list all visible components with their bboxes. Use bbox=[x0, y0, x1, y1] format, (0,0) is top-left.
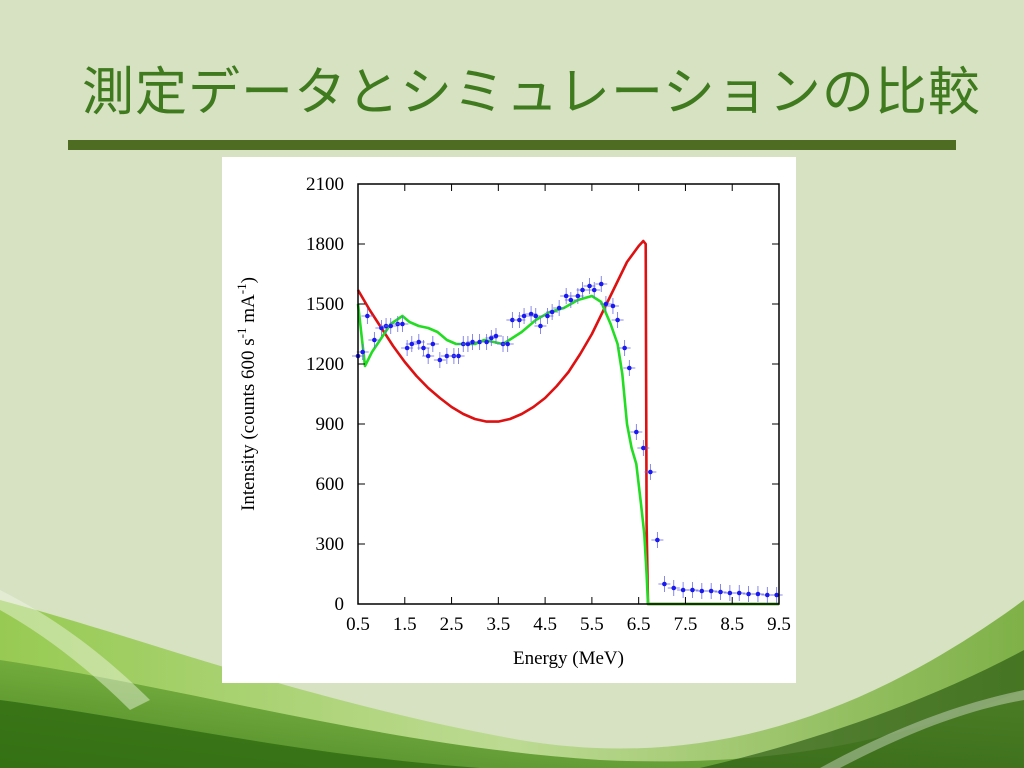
data-point bbox=[680, 587, 686, 593]
data-point bbox=[690, 587, 695, 593]
data-point bbox=[580, 287, 585, 293]
data-point bbox=[736, 590, 742, 596]
x-tick-labels: 0.5 1.5 2.5 3.5 4.5 5.5 6.5 7.5 8.5 9.5 bbox=[346, 614, 791, 635]
x-tick-label: 5.5 bbox=[580, 614, 604, 635]
data-point bbox=[421, 345, 426, 351]
data-point bbox=[528, 311, 534, 317]
data-point bbox=[425, 353, 431, 359]
data-point bbox=[493, 333, 499, 339]
data-point bbox=[404, 345, 410, 351]
y-tick-label: 300 bbox=[316, 534, 345, 555]
data-point bbox=[470, 339, 475, 345]
data-point bbox=[484, 339, 489, 345]
y-axis-title-sup: -1 bbox=[234, 328, 249, 339]
title-underline bbox=[68, 140, 956, 150]
x-tick-label: 1.5 bbox=[393, 614, 417, 635]
data-point bbox=[662, 581, 667, 587]
x-tick-label: 2.5 bbox=[440, 614, 464, 635]
data-point bbox=[755, 591, 761, 597]
data-point bbox=[610, 303, 616, 309]
chart: 0.5 1.5 2.5 3.5 4.5 5.5 6.5 7.5 8.5 9.5 0 300 600 90… bbox=[234, 174, 791, 669]
x-tick-label: 9.5 bbox=[767, 614, 791, 635]
data-point bbox=[538, 323, 543, 329]
y-tick-label: 600 bbox=[316, 474, 345, 495]
series-line bbox=[356, 239, 779, 606]
y-axis-title-sup: -1 bbox=[234, 283, 249, 294]
x-tick-label: 8.5 bbox=[720, 614, 744, 635]
data-point bbox=[598, 281, 604, 287]
y-axis-title-part: ) bbox=[238, 277, 259, 283]
y-tick-label: 900 bbox=[316, 414, 345, 435]
data-point bbox=[627, 365, 632, 371]
data-point bbox=[477, 339, 482, 345]
data-point bbox=[549, 309, 555, 315]
data-point bbox=[533, 313, 539, 319]
data-point bbox=[774, 592, 779, 598]
y-tick-label: 2100 bbox=[306, 174, 344, 195]
x-axis-title: Energy (MeV) bbox=[513, 648, 624, 669]
data-point bbox=[489, 335, 494, 341]
x-tick-label: 4.5 bbox=[533, 614, 557, 635]
y-tick-label: 1500 bbox=[306, 294, 344, 315]
y-axis-title-part: mA bbox=[238, 294, 259, 328]
data-point bbox=[521, 313, 527, 319]
x-tick-label: 0.5 bbox=[346, 614, 370, 635]
chart-marks bbox=[352, 239, 783, 606]
data-point bbox=[430, 341, 436, 347]
data-point bbox=[379, 325, 384, 331]
data-point bbox=[718, 589, 723, 595]
slide-title: 測定データとシミュレーションの比較 bbox=[82, 63, 981, 123]
y-tick-label: 0 bbox=[335, 594, 345, 615]
data-point bbox=[708, 588, 714, 594]
data-point bbox=[563, 293, 569, 299]
data-point bbox=[517, 317, 522, 323]
data-point bbox=[727, 590, 733, 596]
data-point bbox=[568, 297, 574, 303]
data-point bbox=[360, 349, 365, 355]
data-point bbox=[545, 313, 550, 319]
x-tick-label: 7.5 bbox=[674, 614, 698, 635]
series-line bbox=[356, 294, 779, 606]
data-point bbox=[409, 341, 415, 347]
data-point bbox=[388, 323, 394, 329]
data-point bbox=[437, 357, 443, 363]
data-point bbox=[671, 585, 677, 591]
data-point bbox=[603, 301, 609, 307]
data-point bbox=[641, 445, 646, 451]
data-point bbox=[456, 353, 461, 359]
data-point bbox=[556, 305, 562, 311]
data-point bbox=[416, 339, 422, 345]
y-tick-labels: 0 300 600 900 1200 1500 1800 2100 bbox=[306, 174, 344, 615]
data-point bbox=[765, 592, 770, 598]
data-point bbox=[634, 429, 639, 435]
data-point bbox=[655, 537, 660, 543]
data-point bbox=[444, 353, 450, 359]
x-tick-label: 6.5 bbox=[627, 614, 651, 635]
y-tick-label: 1200 bbox=[306, 354, 344, 375]
data-point bbox=[699, 588, 705, 594]
y-tick-label: 1800 bbox=[306, 234, 344, 255]
plot-frame bbox=[357, 183, 780, 605]
data-point bbox=[615, 317, 620, 323]
data-point bbox=[510, 317, 515, 323]
tick-marks bbox=[357, 183, 780, 605]
y-axis-title: Intensity (counts 600 s-1 mA-1) bbox=[234, 277, 259, 511]
data-point bbox=[465, 341, 471, 347]
data-point bbox=[587, 283, 592, 289]
y-axis-title-part: Intensity (counts 600 s bbox=[238, 338, 259, 511]
data-point bbox=[591, 287, 597, 293]
data-point bbox=[575, 293, 581, 299]
data-point bbox=[505, 341, 510, 347]
data-point bbox=[372, 337, 377, 343]
x-tick-label: 3.5 bbox=[486, 614, 510, 635]
data-point bbox=[648, 469, 653, 475]
data-point bbox=[746, 591, 751, 597]
data-point bbox=[622, 345, 627, 351]
data-point bbox=[365, 313, 370, 319]
chart-panel: 0.5 1.5 2.5 3.5 4.5 5.5 6.5 7.5 8.5 9.5 0 300 600 90… bbox=[222, 157, 796, 683]
data-point bbox=[400, 321, 405, 327]
